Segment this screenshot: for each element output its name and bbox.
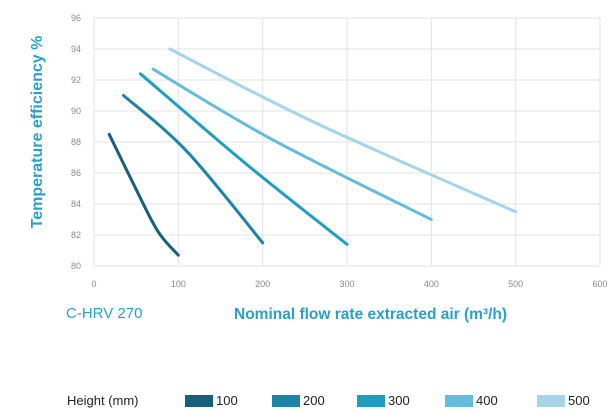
legend-swatch-100 [185,395,213,407]
y-tick-label: 82 [71,230,81,240]
series-line-400 [151,67,433,221]
series-lines [107,47,518,257]
y-tick-label: 86 [71,168,81,178]
y-tick-label: 92 [71,75,81,85]
x-axis-ticks: 0 100 200 300 400 500 600 [91,279,607,289]
x-tick-label: 500 [508,279,523,289]
y-tick-label: 88 [71,137,81,147]
legend-label-100: 100 [216,393,238,408]
legend-label-500: 500 [568,393,590,408]
x-tick-label: 300 [339,279,354,289]
legend-swatch-500 [537,395,565,407]
legend-swatch-400 [445,395,473,407]
legend-label-400: 400 [476,393,498,408]
model-label: C-HRV 270 [66,305,142,322]
legend-swatch-300 [357,395,385,407]
x-tick-label: 100 [171,279,186,289]
x-tick-label: 200 [255,279,270,289]
series-line-100 [107,132,180,257]
y-tick-label: 96 [71,13,81,23]
x-tick-label: 600 [592,279,607,289]
x-tick-label: 0 [91,279,96,289]
series-line-300 [138,72,349,246]
y-axis-ticks: 80 82 84 86 88 90 92 94 96 [71,13,81,271]
y-tick-label: 84 [71,199,81,209]
series-line-500 [168,47,518,214]
y-axis-label: Temperature efficiency % [29,36,46,229]
legend-label-200: 200 [303,393,325,408]
y-tick-label: 80 [71,261,81,271]
y-tick-label: 94 [71,44,81,54]
y-tick-label: 90 [71,106,81,116]
legend-label-300: 300 [388,393,410,408]
legend-title: Height (mm) [67,393,139,408]
gridlines [93,17,601,267]
series-line-200 [122,94,265,245]
legend: 100 200 300 400 500 [185,393,590,408]
x-axis-label: Nominal flow rate extracted air (m³/h) [234,306,507,323]
x-tick-label: 400 [424,279,439,289]
legend-swatch-200 [272,395,300,407]
